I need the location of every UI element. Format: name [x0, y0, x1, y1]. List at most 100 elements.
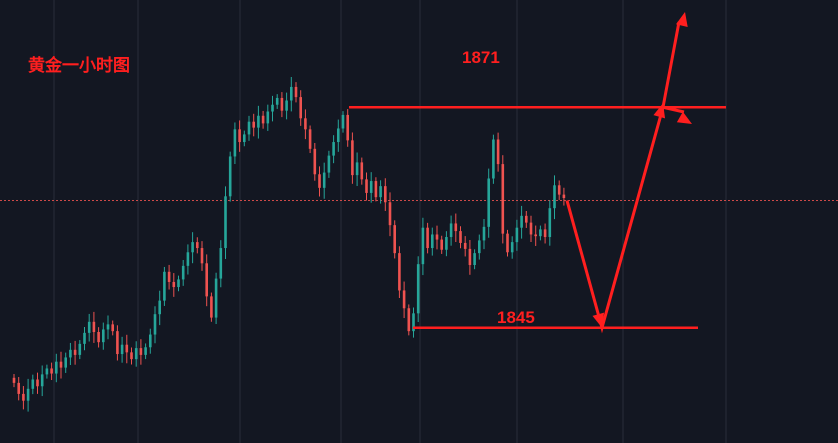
candle-body: [445, 237, 448, 250]
candle-body: [172, 281, 176, 288]
branch-up-arrowhead: [676, 12, 688, 27]
candle-body: [431, 234, 434, 249]
candle-body: [257, 115, 260, 128]
candle-body: [116, 331, 119, 355]
candle-body: [337, 128, 340, 143]
candle-body: [158, 300, 161, 315]
forecast-path: [565, 106, 665, 334]
candle-body: [407, 308, 411, 332]
candle-body: [219, 248, 223, 279]
candle-body: [205, 263, 208, 297]
candle-body: [313, 148, 317, 175]
candle-body: [412, 313, 415, 332]
candle-body: [97, 332, 100, 343]
candle-body: [360, 162, 364, 180]
resistance-label: 1871: [462, 48, 500, 67]
candle-body: [87, 321, 91, 333]
candle-body: [210, 296, 213, 318]
candle-body: [22, 393, 25, 401]
candle-body: [421, 227, 425, 265]
candle-body: [228, 156, 232, 197]
candle-body: [487, 178, 490, 227]
candle-body: [393, 225, 396, 254]
candle-body: [562, 194, 566, 199]
candle-body: [120, 344, 124, 355]
candle-body: [45, 368, 49, 375]
candle-body: [64, 357, 67, 368]
candle-body: [318, 174, 321, 188]
candle-body: [247, 121, 251, 135]
candle-body: [529, 222, 533, 235]
candle-body: [520, 215, 523, 228]
candle-body: [271, 104, 274, 112]
candlestick-series: [12, 77, 566, 412]
candle-body: [322, 172, 326, 188]
candle-body: [379, 186, 382, 198]
candle-body: [111, 324, 114, 332]
candle-body: [355, 162, 359, 176]
candle-body: [73, 349, 77, 355]
candle-body: [351, 140, 354, 176]
candle-body: [510, 242, 514, 253]
candle-body: [139, 348, 143, 355]
candle-body: [233, 129, 237, 157]
candle-body: [40, 374, 44, 387]
candle-body: [290, 86, 293, 101]
candle-body: [83, 332, 86, 344]
candle-body: [163, 271, 166, 301]
candle-body: [402, 290, 406, 309]
candle-body: [31, 379, 35, 389]
candle-body: [102, 329, 105, 343]
candle-body: [275, 97, 279, 105]
candle-body: [299, 97, 302, 119]
candle-body: [125, 344, 129, 353]
candle-body: [398, 253, 401, 291]
candle-body: [492, 139, 495, 179]
candle-body: [106, 324, 110, 330]
candle-body: [243, 134, 246, 143]
candle-body: [196, 242, 199, 249]
candle-body: [186, 252, 190, 266]
candle-body: [59, 361, 63, 368]
candle-body: [506, 233, 509, 253]
candle-body: [346, 114, 349, 141]
candle-body: [388, 202, 392, 226]
candle-body: [416, 264, 420, 314]
candle-body: [191, 242, 194, 253]
candle-body: [294, 86, 298, 98]
candle-body: [36, 379, 39, 387]
candle-body: [553, 185, 556, 209]
candle-body: [92, 321, 96, 332]
candle-body: [252, 121, 255, 128]
candle-body: [525, 215, 528, 223]
candle-body: [130, 352, 133, 360]
candle-body: [459, 231, 462, 243]
candle-body: [134, 348, 138, 360]
candle-body: [17, 382, 20, 394]
forecast-arrowhead-low: [592, 312, 605, 328]
candle-body: [280, 97, 284, 111]
candle-body: [482, 226, 486, 241]
candle-body: [515, 227, 519, 243]
candle-body: [55, 361, 58, 374]
candle-body: [468, 248, 472, 266]
candle-body: [539, 229, 542, 237]
candle-body: [369, 181, 373, 193]
candle-body: [181, 265, 185, 280]
branch-down-arrowhead: [676, 111, 692, 124]
candle-body: [496, 139, 500, 165]
support-label: 1845: [497, 308, 535, 327]
candle-body: [78, 343, 82, 355]
candle-body: [261, 115, 265, 124]
branch-up-line: [661, 21, 681, 108]
candle-body: [384, 186, 387, 203]
candle-body: [26, 388, 30, 401]
candle-body: [167, 271, 171, 282]
candle-body: [341, 114, 345, 129]
candle-body: [266, 111, 270, 124]
candle-body: [478, 240, 481, 254]
candle-body: [200, 248, 204, 264]
candle-body: [435, 234, 439, 240]
candle-body: [463, 242, 467, 249]
